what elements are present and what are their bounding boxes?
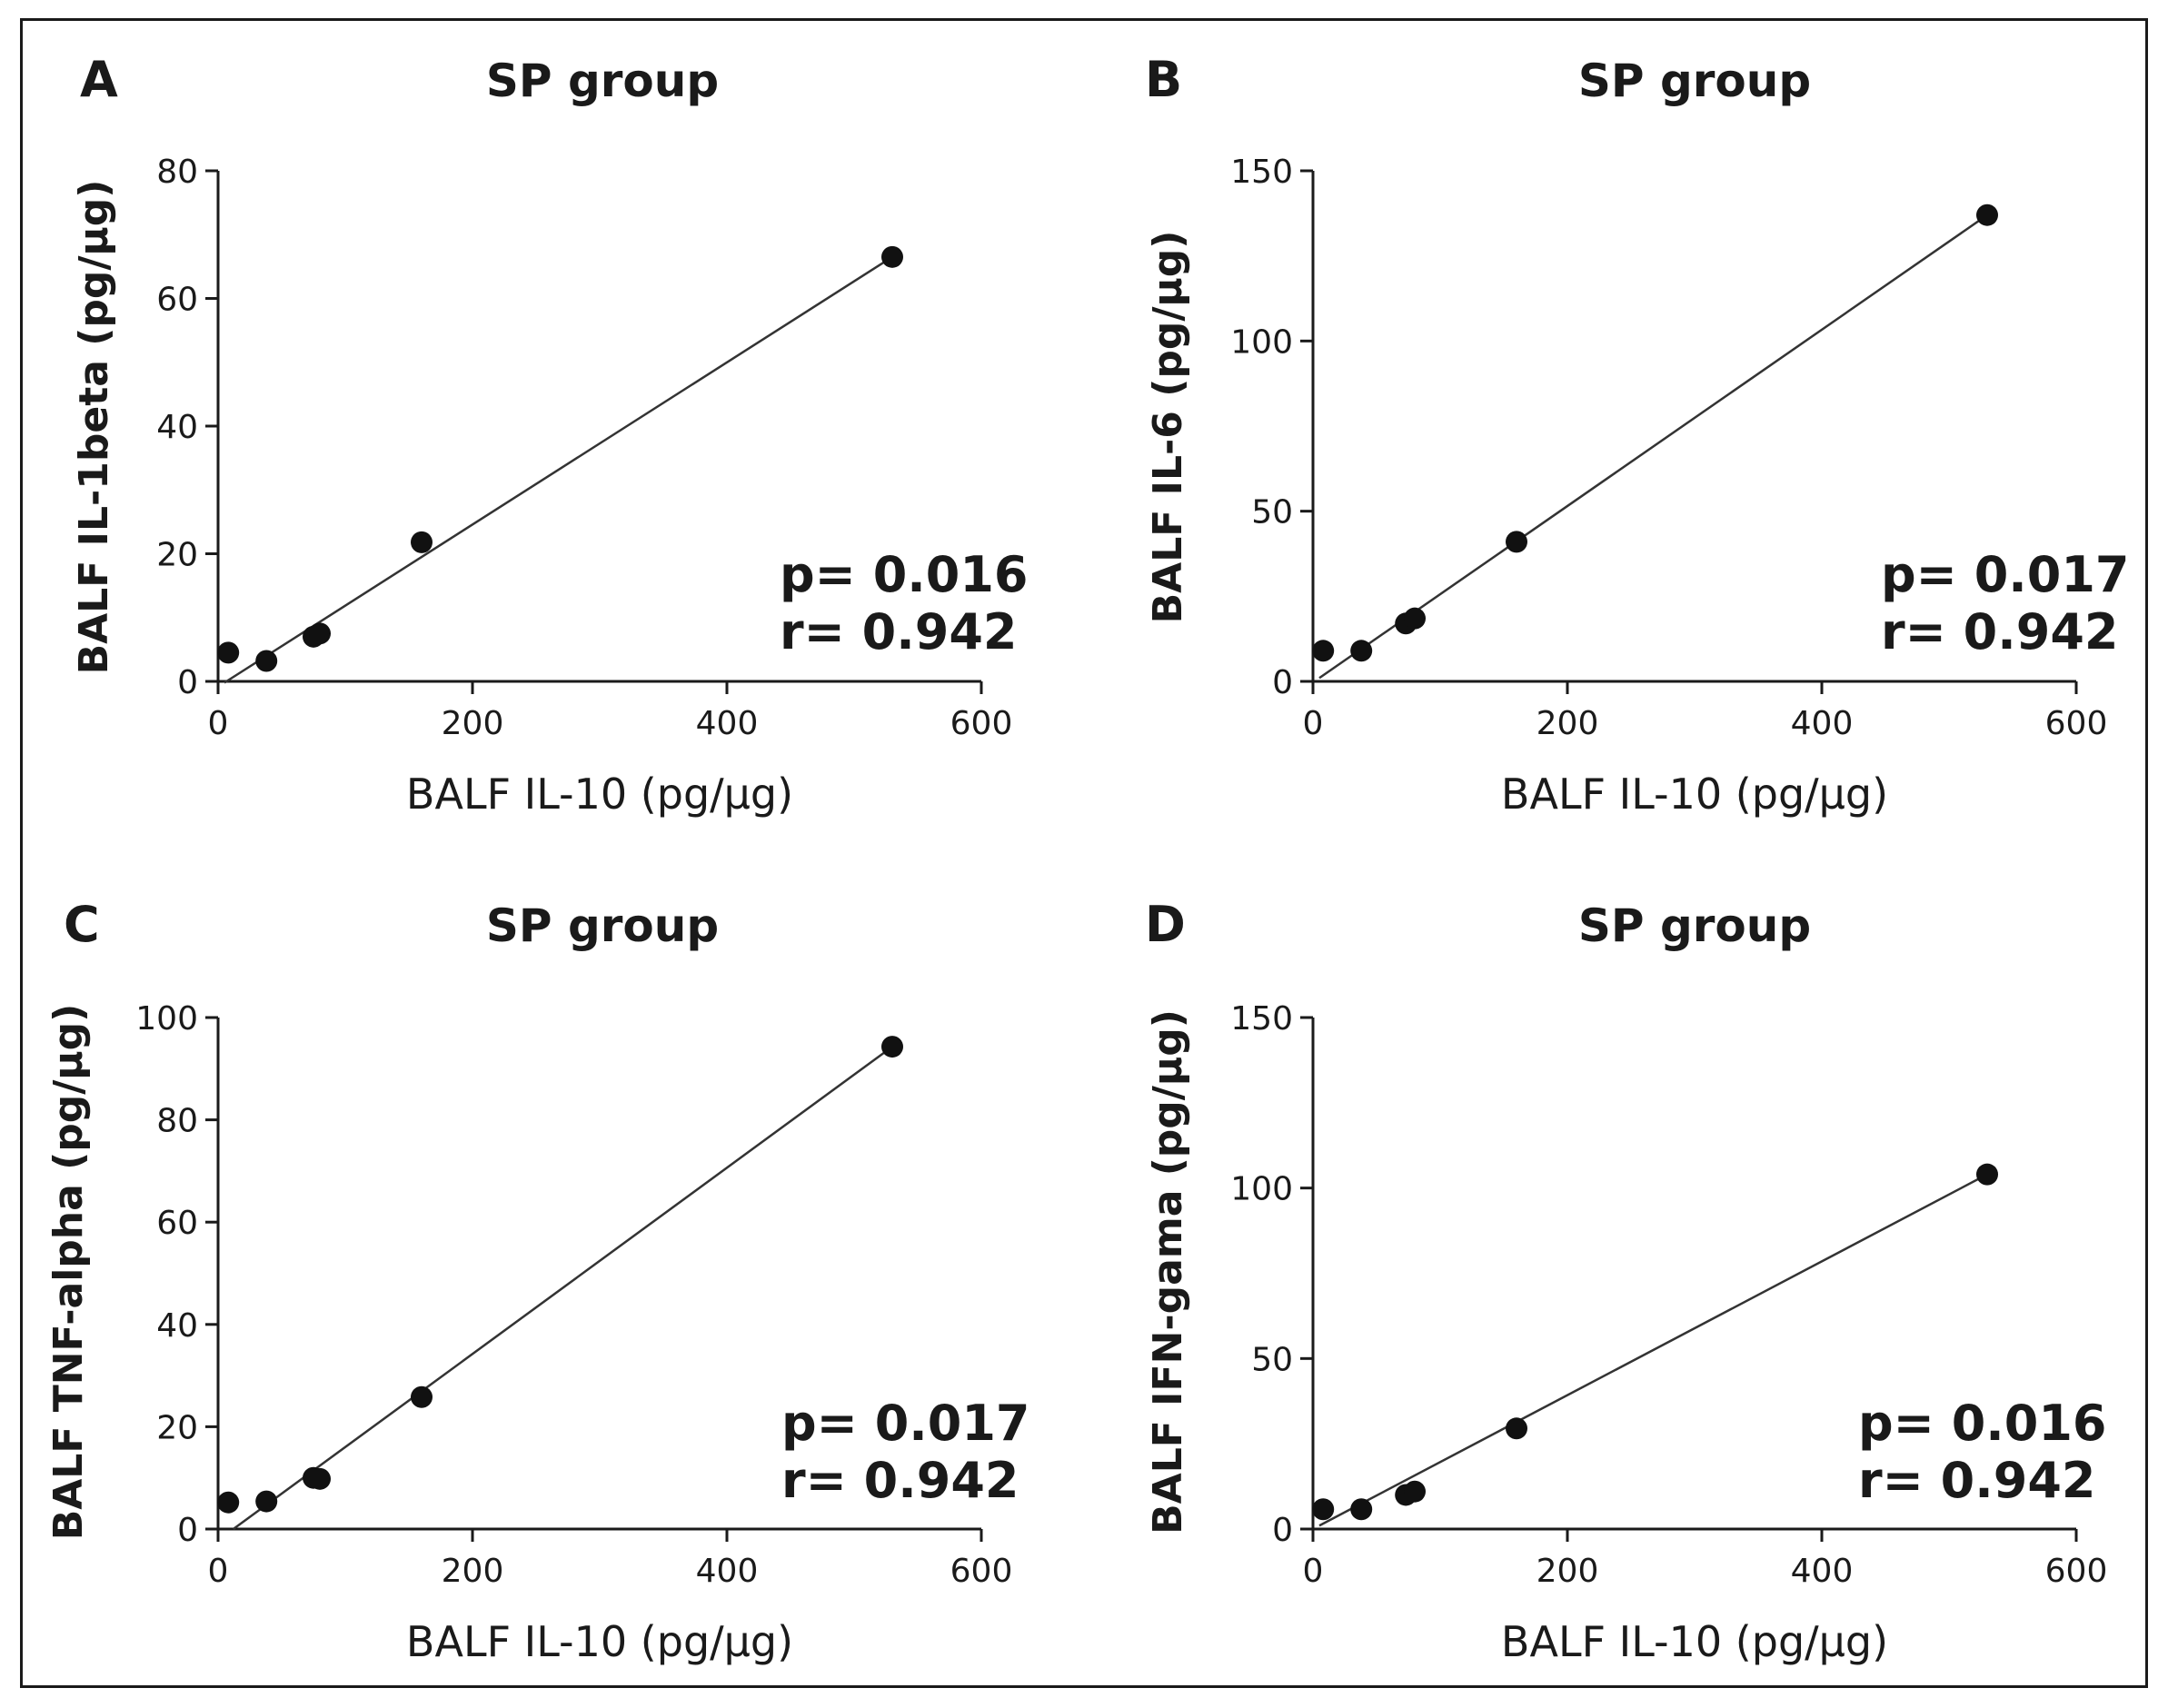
data-point — [1506, 1417, 1527, 1440]
panel-title: SP group — [1578, 55, 1811, 107]
x-axis-title: BALF IL-10 (pg/µg) — [1501, 770, 1888, 819]
x-tick-label: 200 — [1536, 1553, 1599, 1590]
y-tick-label: 0 — [177, 664, 198, 701]
r-value-label: r= 0.942 — [1881, 603, 2118, 660]
data-point — [1312, 1498, 1335, 1521]
data-point — [1506, 531, 1527, 553]
x-tick-label: 600 — [2045, 705, 2108, 742]
data-point — [411, 1385, 433, 1408]
y-tick-label: 50 — [1251, 494, 1293, 531]
x-axis-title: BALF IL-10 (pg/µg) — [406, 770, 793, 819]
data-point — [1350, 1498, 1373, 1521]
r-value-label: r= 0.942 — [1858, 1452, 2095, 1509]
x-tick-label: 0 — [208, 705, 229, 742]
p-value-label: p= 0.017 — [781, 1395, 1030, 1452]
x-axis-title: BALF IL-10 (pg/µg) — [406, 1617, 793, 1666]
panel-letter: C — [64, 896, 100, 953]
p-value-label: p= 0.017 — [1881, 546, 2130, 603]
y-tick-label: 50 — [1251, 1341, 1293, 1378]
data-point — [1312, 640, 1335, 662]
y-tick-label: 60 — [156, 282, 198, 319]
p-value-label: p= 0.016 — [780, 546, 1029, 603]
x-tick-label: 600 — [950, 705, 1013, 742]
data-point — [1404, 1480, 1426, 1503]
figure-frame — [20, 18, 2148, 1688]
x-axis-title: BALF IL-10 (pg/µg) — [1501, 1617, 1888, 1666]
data-point — [217, 1491, 240, 1514]
panel-letter: D — [1145, 896, 1186, 953]
y-tick-label: 80 — [156, 1103, 198, 1140]
data-point — [1404, 607, 1426, 630]
data-point — [309, 622, 331, 645]
data-point — [217, 641, 240, 664]
x-tick-label: 200 — [442, 705, 504, 742]
data-point — [1350, 640, 1373, 662]
y-tick-label: 0 — [1272, 1512, 1293, 1549]
y-tick-label: 40 — [156, 1307, 198, 1345]
data-point — [255, 650, 278, 672]
y-tick-label: 0 — [1272, 664, 1293, 701]
y-tick-label: 80 — [156, 154, 198, 191]
y-axis-title: BALF IL-1beta (pg/µg) — [71, 180, 117, 675]
y-tick-label: 40 — [156, 409, 198, 446]
panel-d: D SP group 0 200 400 600 0 50 100 150 BALF IL-10 (… — [1145, 896, 2107, 1666]
x-tick-label: 400 — [1791, 1553, 1854, 1590]
data-point — [255, 1490, 278, 1513]
data-point — [881, 245, 903, 268]
r-value-label: r= 0.942 — [780, 603, 1017, 660]
y-tick-label: 20 — [156, 1409, 198, 1446]
y-axis-title: BALF TNF-alpha (pg/µg) — [45, 1004, 92, 1541]
panel-title: SP group — [1578, 899, 1811, 952]
panel-letter: B — [1145, 51, 1182, 108]
data-point — [1976, 1163, 1998, 1186]
regression-line — [1318, 1173, 1988, 1527]
y-tick-label: 150 — [1230, 154, 1293, 191]
x-tick-label: 200 — [1536, 705, 1599, 742]
data-point — [1976, 204, 1998, 226]
data-point — [309, 1467, 331, 1490]
y-tick-label: 100 — [1230, 1171, 1293, 1208]
x-tick-label: 600 — [950, 1553, 1013, 1590]
data-point — [411, 531, 433, 553]
y-tick-label: 100 — [135, 1000, 198, 1038]
y-tick-label: 60 — [156, 1205, 198, 1242]
x-tick-label: 400 — [1791, 705, 1854, 742]
y-tick-label: 0 — [177, 1512, 198, 1549]
panel-title: SP group — [486, 899, 719, 952]
x-tick-label: 200 — [442, 1553, 504, 1590]
y-tick-label: 20 — [156, 537, 198, 574]
panel-a: A SP group 0 200 400 600 0 20 40 60 80 BALF IL-10 (… — [71, 51, 1029, 819]
x-tick-label: 400 — [696, 1553, 759, 1590]
y-axis-title: BALF IFN-gama (pg/µg) — [1145, 1009, 1191, 1534]
y-tick-label: 100 — [1230, 323, 1293, 361]
regression-line — [224, 255, 893, 684]
x-tick-label: 400 — [696, 705, 759, 742]
x-tick-label: 0 — [1303, 705, 1324, 742]
y-axis-title: BALF IL-6 (pg/µg) — [1145, 231, 1191, 624]
regression-line — [1318, 214, 1988, 680]
x-tick-label: 600 — [2045, 1553, 2108, 1590]
x-tick-label: 0 — [208, 1553, 229, 1590]
x-tick-label: 0 — [1303, 1553, 1324, 1590]
panel-b: B SP group 0 200 400 600 0 50 100 150 BALF IL-10 (… — [1145, 51, 2130, 819]
p-value-label: p= 0.016 — [1858, 1395, 2107, 1452]
r-value-label: r= 0.942 — [781, 1452, 1019, 1509]
panel-title: SP group — [486, 55, 719, 107]
regression-line — [233, 1046, 893, 1531]
panel-letter: A — [80, 51, 118, 108]
y-tick-label: 150 — [1230, 1000, 1293, 1038]
data-point — [881, 1036, 903, 1058]
panel-c: C SP group 0 200 400 600 0 20 40 60 80 100 BALF IL-1… — [45, 896, 1030, 1666]
